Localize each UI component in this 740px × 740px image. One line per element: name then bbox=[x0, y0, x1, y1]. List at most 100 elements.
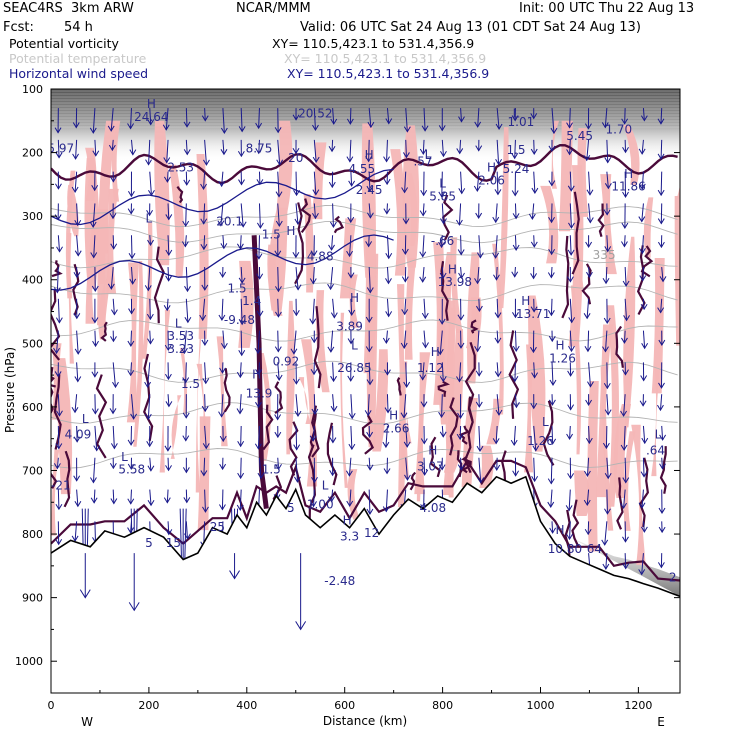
wind-arrow-head bbox=[438, 241, 445, 249]
wind-arrow-head bbox=[623, 315, 631, 322]
wind-arrow bbox=[368, 203, 371, 218]
wind-arrow bbox=[586, 139, 590, 161]
wind-arrow-head bbox=[658, 507, 666, 515]
wind-arrow-head bbox=[419, 276, 427, 283]
wind-arrow-head bbox=[54, 371, 62, 378]
wind-arrow-head bbox=[329, 470, 337, 477]
wind-arrow bbox=[204, 362, 207, 384]
pv-filament bbox=[587, 380, 599, 552]
wind-arrow-head bbox=[219, 504, 226, 511]
wind-arrow-head bbox=[290, 348, 298, 355]
wind-arrow-head bbox=[403, 441, 411, 448]
wind-arrow-head bbox=[366, 431, 374, 439]
y-tick-label: 1000 bbox=[15, 655, 43, 668]
wind-arrow-head bbox=[110, 498, 118, 505]
extrema-label: 1.5 bbox=[262, 463, 281, 477]
wind-arrow-head bbox=[330, 312, 338, 319]
wind-arrow-head bbox=[53, 347, 60, 355]
wind-arrow-head bbox=[512, 312, 519, 319]
wind-arrow-head bbox=[89, 127, 97, 134]
wind-arrow-head bbox=[531, 187, 539, 195]
pv-contour bbox=[470, 319, 479, 334]
wind-arrow bbox=[605, 553, 608, 570]
wind-arrow-head bbox=[440, 218, 447, 225]
extrema-label: L bbox=[121, 450, 128, 464]
wind-arrow-head bbox=[401, 187, 409, 194]
pv-filament bbox=[361, 123, 376, 278]
wind-arrow-head bbox=[71, 186, 79, 193]
wind-arrow-head bbox=[659, 434, 667, 441]
wind-arrow bbox=[441, 171, 443, 197]
wind-arrow-head bbox=[512, 213, 520, 220]
pv-filament bbox=[450, 329, 464, 456]
wind-arrow-head bbox=[474, 121, 482, 128]
wind-arrow-head bbox=[219, 463, 227, 471]
wind-arrow-head bbox=[55, 443, 63, 450]
wind-arrow bbox=[74, 394, 78, 413]
wind-arrow bbox=[112, 425, 115, 449]
wind-arrow bbox=[569, 203, 572, 228]
wind-arrow-head bbox=[201, 115, 209, 122]
wind-arrow-head bbox=[165, 275, 173, 282]
wind-arrow-head bbox=[348, 412, 356, 420]
wind-arrow-head bbox=[294, 284, 302, 291]
wind-arrow-head bbox=[183, 121, 191, 128]
wind-arrow-head bbox=[236, 371, 244, 379]
pv-filament bbox=[315, 290, 330, 393]
wind-arrow-head bbox=[585, 437, 593, 445]
wind-arrow bbox=[496, 330, 499, 343]
wind-arrow bbox=[385, 330, 388, 344]
wind-arrow bbox=[149, 108, 152, 125]
extrema-label: 1.01 bbox=[508, 115, 535, 129]
pv-contour bbox=[571, 191, 580, 275]
pv-filament bbox=[168, 164, 185, 277]
wind-arrow-head bbox=[202, 506, 209, 513]
wind-arrow bbox=[569, 171, 572, 191]
wind-arrow bbox=[240, 457, 242, 479]
wind-arrow-head bbox=[165, 465, 172, 472]
x-tick-label: 0 bbox=[48, 699, 55, 712]
pv-filament bbox=[51, 449, 60, 536]
wind-arrow-head bbox=[366, 185, 374, 193]
wind-arrow-head bbox=[366, 508, 374, 515]
wind-arrow bbox=[642, 425, 646, 444]
wind-arrow-head bbox=[602, 346, 609, 353]
wind-arrow bbox=[477, 108, 480, 127]
wind-arrow bbox=[349, 108, 352, 124]
wind-arrow-head bbox=[365, 346, 373, 353]
wind-arrow-head bbox=[330, 118, 338, 125]
wind-arrow-head bbox=[292, 114, 300, 121]
pv-filament bbox=[267, 244, 283, 316]
wind-arrow bbox=[350, 171, 353, 186]
organization: NCAR/MMM bbox=[236, 1, 311, 16]
wind-arrow-head bbox=[165, 401, 173, 408]
wind-arrow bbox=[642, 330, 646, 349]
wind-arrow bbox=[312, 298, 315, 324]
wind-arrow-head bbox=[550, 127, 558, 135]
wind-arrow-head bbox=[638, 216, 646, 223]
pv-filament bbox=[347, 469, 361, 520]
extrema-label: 3.53 bbox=[167, 329, 194, 343]
wind-arrow bbox=[386, 298, 390, 317]
extrema-label: L bbox=[439, 177, 446, 191]
extrema-label: L bbox=[175, 316, 182, 330]
wind-arrow bbox=[92, 203, 96, 228]
wind-arrow-head bbox=[511, 152, 519, 160]
extrema-label: 1.5 bbox=[181, 377, 200, 391]
wind-arrow-head bbox=[476, 252, 484, 259]
wind-arrow-head bbox=[547, 478, 555, 485]
wind-arrow bbox=[422, 266, 425, 282]
wind-arrow-head bbox=[530, 346, 537, 354]
wind-arrow bbox=[313, 394, 316, 415]
wind-arrow-head bbox=[254, 347, 262, 355]
extrema-label: H bbox=[431, 345, 440, 359]
x-tick-label: 1000 bbox=[526, 699, 554, 712]
wind-arrow-head bbox=[604, 183, 612, 190]
wind-arrow-head bbox=[348, 309, 356, 316]
wind-arrow bbox=[478, 425, 481, 452]
wind-arrow-head bbox=[93, 445, 101, 452]
wind-arrow-head bbox=[458, 272, 465, 279]
wind-arrow bbox=[74, 521, 78, 541]
wind-arrow-head bbox=[548, 145, 556, 152]
wind-arrow-head bbox=[56, 410, 63, 417]
